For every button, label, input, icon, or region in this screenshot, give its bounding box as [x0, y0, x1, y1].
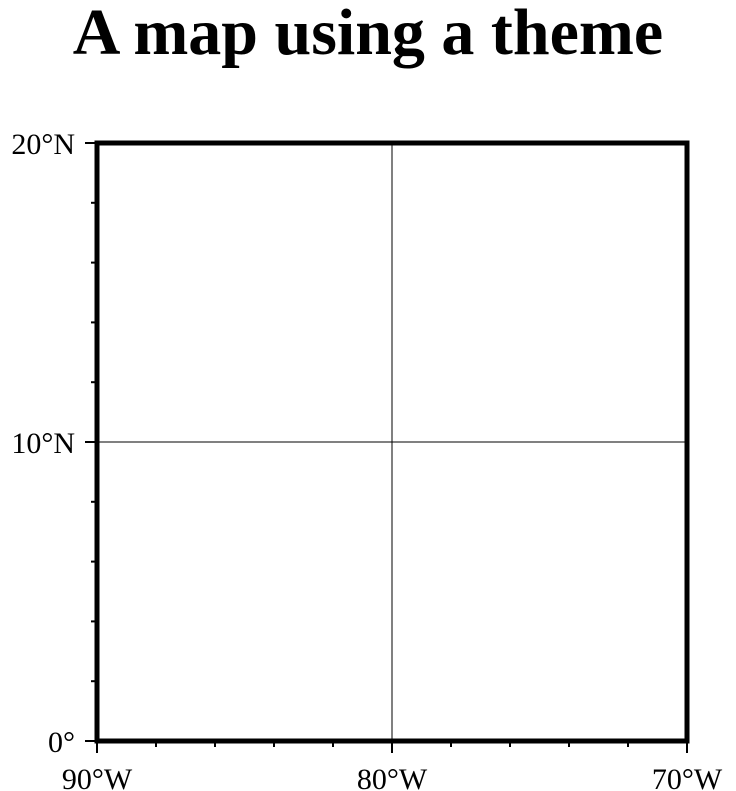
- gridlines: [97, 143, 687, 741]
- x-tick-labels: 90°W 80°W 70°W: [62, 763, 723, 791]
- x-tick-label: 90°W: [62, 763, 133, 791]
- x-tick-label: 70°W: [652, 763, 723, 791]
- y-tick-labels: 0° 10°N 20°N: [11, 128, 75, 759]
- x-tick-label: 80°W: [357, 763, 428, 791]
- y-tick-label: 0°: [48, 726, 75, 759]
- y-tick-label: 10°N: [11, 427, 75, 460]
- map-title: A map using a theme: [72, 0, 664, 69]
- y-tick-label: 20°N: [11, 128, 75, 161]
- map-frame: [94, 140, 690, 744]
